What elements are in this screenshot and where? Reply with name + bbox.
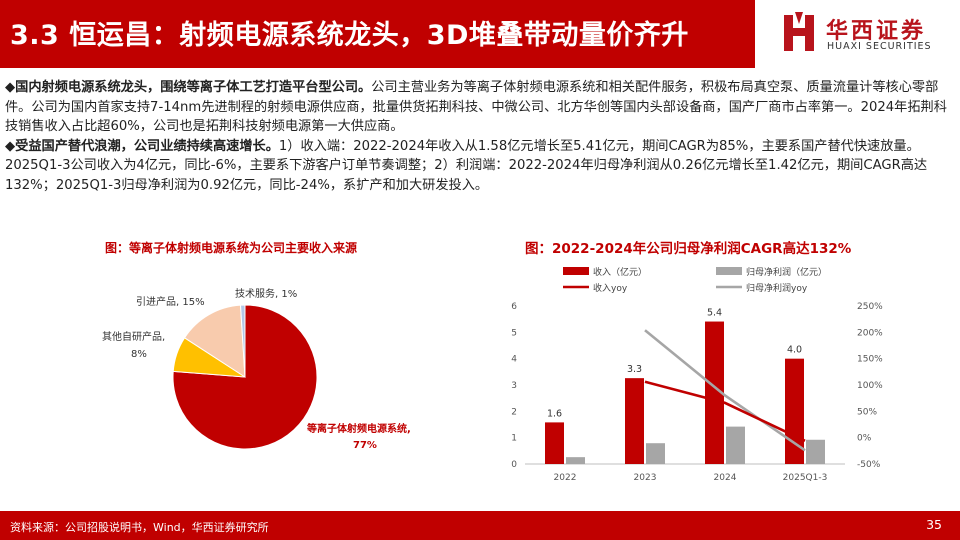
- paragraph-1-body: 公司主营业务为等离子体射频电源系统和相关配件服务，积极布局真空泵、质量流量计等核…: [5, 80, 947, 135]
- pie-label-other-self-pct: 8%: [131, 349, 147, 360]
- y-left-tick-label: 0: [511, 460, 517, 470]
- x-tick-label: 2024: [714, 473, 737, 483]
- chart-legend: 收入（亿元） 归母净利润（亿元） 收入yoy 归母净利润yoy: [563, 266, 827, 294]
- x-tick-label: 2025Q1-3: [783, 473, 828, 483]
- legend-profit-yoy: 归母净利润yoy: [746, 282, 808, 294]
- logo-name-en: HUAXI SECURITIES: [827, 41, 932, 52]
- logo-name-cn: 华西证券: [826, 19, 927, 44]
- bar-revenue: [625, 378, 644, 464]
- paragraph-2-lead: ◆受益国产替代浪潮，公司业绩持续高速增长。: [5, 138, 279, 154]
- y-left-tick-label: 6: [511, 302, 517, 312]
- pie-label-main-system-pct: 77%: [353, 440, 377, 451]
- huaxi-logo-icon: [784, 12, 814, 51]
- bar-profit: [806, 439, 825, 464]
- y-right-tick-label: 0%: [857, 434, 872, 444]
- legend-swatch-profit: [716, 267, 742, 275]
- y-left-tick-label: 1: [511, 434, 517, 444]
- bar-revenue: [545, 422, 564, 464]
- data-label-revenue: 5.4: [707, 308, 722, 319]
- footer-source: 资料来源：公司招股说明书，Wind，华西证券研究所: [10, 521, 269, 534]
- paragraph-1-lead: ◆国内射频电源系统龙头，围绕等离子体工艺打造平台型公司。: [5, 80, 372, 95]
- legend-profit: 归母净利润（亿元）: [746, 266, 827, 278]
- x-tick-label: 2022: [554, 473, 577, 483]
- y-right-tick-label: 200%: [857, 328, 883, 338]
- pie-label-main-system: 等离子体射频电源系统,: [307, 422, 411, 435]
- page-number: 35: [926, 517, 942, 532]
- pie-label-imported: 引进产品, 15%: [136, 295, 205, 308]
- legend-swatch-revenue: [563, 267, 589, 275]
- line-profit-yoy: [644, 329, 806, 452]
- legend-revenue-yoy: 收入yoy: [593, 282, 628, 294]
- footer-bar: 资料来源：公司招股说明书，Wind，华西证券研究所 35: [0, 511, 960, 540]
- paragraph-2: ◆受益国产替代浪潮，公司业绩持续高速增长。1）收入端：2022-2024年收入从…: [5, 137, 955, 196]
- legend-revenue: 收入（亿元）: [593, 266, 647, 278]
- paragraph-1: ◆国内射频电源系统龙头，围绕等离子体工艺打造平台型公司。公司主营业务为等离子体射…: [5, 78, 955, 137]
- revenue-profit-chart: 收入（亿元） 归母净利润（亿元） 收入yoy 归母净利润yoy 0 1 2 3 4 5 6 -…: [511, 266, 883, 483]
- y-right-tick-label: 250%: [857, 302, 883, 312]
- paragraph-2-body: 1）收入端：2022-2024年收入从1.58亿元增长至5.41亿元，期间CAG…: [5, 138, 928, 193]
- y-right-tick-label: 100%: [857, 381, 883, 391]
- huaxi-logo: 华西证券 HUAXI SECURITIES: [782, 12, 952, 58]
- y-right-tick-label: 50%: [857, 407, 877, 417]
- title-bar: 3.3 恒运昌：射频电源系统龙头，3D堆叠带动量价齐升: [0, 0, 755, 68]
- y-left-tick-label: 5: [511, 328, 517, 338]
- y-right-tick-label: 150%: [857, 355, 883, 365]
- bar-revenue: [705, 321, 724, 464]
- y-left-tick-label: 4: [511, 355, 517, 365]
- x-tick-label: 2023: [634, 473, 657, 483]
- pie-label-other-self: 其他自研产品,: [102, 330, 165, 343]
- bar-profit: [646, 443, 665, 464]
- bar-profit: [566, 457, 585, 464]
- data-label-revenue: 4.0: [787, 345, 802, 356]
- page-title: 3.3 恒运昌：射频电源系统龙头，3D堆叠带动量价齐升: [10, 20, 689, 51]
- data-label-revenue: 1.6: [547, 408, 562, 419]
- line-revenue-yoy: [644, 380, 806, 442]
- body-text: ◆国内射频电源系统龙头，围绕等离子体工艺打造平台型公司。公司主营业务为等离子体射…: [5, 78, 955, 196]
- pie-slice-tech-service: [239, 304, 246, 378]
- y-left-tick-label: 2: [511, 407, 517, 417]
- pie-chart-title: 图：等离子体射频电源系统为公司主要收入来源: [105, 241, 358, 255]
- y-left-tick-label: 3: [511, 381, 517, 391]
- data-label-revenue: 3.3: [627, 364, 642, 375]
- bar-profit: [726, 426, 745, 464]
- revenue-mix-pie-chart: 技术服务, 1% 引进产品, 15% 其他自研产品, 8% 等离子体射频电源系统…: [102, 287, 411, 451]
- y-right-tick-label: -50%: [857, 460, 881, 470]
- bar-chart-title: 图：2022-2024年公司归母净利润CAGR高达132%: [525, 241, 852, 257]
- pie-slice-imported: [183, 304, 246, 378]
- pie-label-tech-service: 技术服务, 1%: [235, 287, 297, 300]
